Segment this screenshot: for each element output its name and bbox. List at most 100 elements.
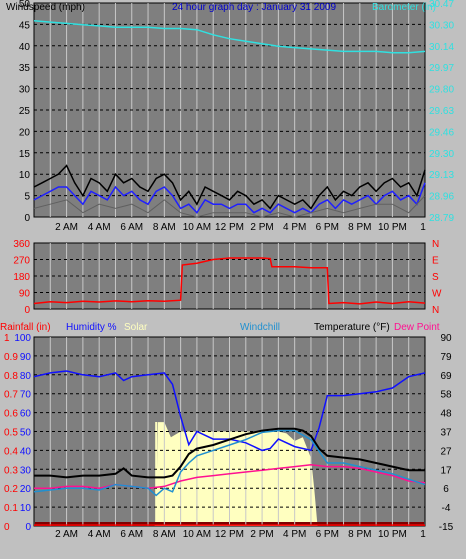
time-tick-label: 8 AM bbox=[153, 222, 176, 233]
time-tick-label: 6 PM bbox=[316, 222, 339, 233]
temperature-tick: 17 bbox=[440, 465, 452, 476]
direction-degree-ticks: 0 90 180 270 360 bbox=[13, 239, 30, 316]
humidity-tick: 80 bbox=[20, 371, 32, 382]
barometer-tick: 29.80 bbox=[429, 85, 454, 96]
windspeed-tick: 40 bbox=[19, 42, 31, 53]
wind_lull-line bbox=[33, 195, 426, 218]
time-tick-label: 2 AM bbox=[55, 222, 78, 233]
direction-degree-tick: 270 bbox=[13, 256, 30, 267]
temperature-axis-ticks: -15 -4 6 17 27 37 48 58 69 79 90 bbox=[439, 333, 454, 533]
solar-label: Solar bbox=[124, 322, 148, 333]
time-tick-label: 12 PM bbox=[215, 222, 244, 233]
temperature-tick: 69 bbox=[440, 371, 452, 382]
dewpoint-line bbox=[34, 464, 426, 489]
barometer-axis-label: Barometer (in) bbox=[372, 2, 436, 13]
rainfall-axis-ticks: 0 0.1 0.2 0.3 0.4 0.5 0.6 0.7 0.8 0.9 1 bbox=[4, 333, 18, 533]
humidity-tick: 40 bbox=[20, 446, 32, 457]
barometer-tick: 29.13 bbox=[429, 170, 454, 181]
wind_avg-line bbox=[33, 182, 426, 214]
windspeed-tick: 30 bbox=[19, 85, 31, 96]
time-tick-label: 4 AM bbox=[88, 529, 111, 540]
barometer-tick: 30.30 bbox=[429, 20, 454, 31]
time-tick-label: 8 PM bbox=[348, 222, 371, 233]
humidity-line bbox=[33, 370, 426, 452]
humidity-tick: 50 bbox=[20, 428, 32, 439]
rainfall-tick: 0.8 bbox=[4, 371, 18, 382]
humidity-label: Humidity % bbox=[66, 322, 117, 333]
panel-wind-horizontal-grid bbox=[34, 23, 425, 197]
rainfall-tick: 0 bbox=[4, 522, 10, 533]
humidity-tick: 90 bbox=[20, 352, 32, 363]
windspeed-tick: 10 bbox=[19, 170, 31, 181]
time-tick-label: 2 PM bbox=[250, 222, 273, 233]
temperature-label: Temperature (°F) bbox=[314, 322, 390, 333]
time-tick-label: 10 AM bbox=[183, 222, 211, 233]
time-tick-label: 1 bbox=[420, 529, 426, 540]
temperature-tick: 48 bbox=[440, 409, 452, 420]
time-tick-label: 10 AM bbox=[183, 529, 211, 540]
wind-direction-line bbox=[33, 257, 426, 305]
temperature-tick: 27 bbox=[440, 446, 452, 457]
barometer-tick: 29.30 bbox=[429, 149, 454, 160]
windspeed-tick: 5 bbox=[24, 192, 30, 203]
windspeed-tick: 20 bbox=[19, 127, 31, 138]
time-tick-label: 6 AM bbox=[120, 222, 143, 233]
time-tick-label: 8 AM bbox=[153, 529, 176, 540]
compass-label: W bbox=[432, 289, 442, 300]
windchill-line bbox=[33, 429, 426, 497]
barometer-tick: 28.96 bbox=[429, 192, 454, 203]
direction-degree-tick: 180 bbox=[13, 272, 30, 283]
humidity-axis-ticks: 0 10 20 30 40 50 60 70 80 90 100 bbox=[14, 333, 31, 533]
windspeed-axis-ticks: 0 5 10 15 20 25 30 35 40 45 50 bbox=[19, 0, 31, 224]
compass-label: E bbox=[432, 256, 439, 267]
wind_gust-line bbox=[33, 164, 426, 210]
rainfall-label: Rainfall (in) bbox=[0, 322, 51, 333]
temperature-tick: -15 bbox=[439, 522, 454, 533]
barometer-tick: 29.97 bbox=[429, 63, 454, 74]
time-tick-label: 12 PM bbox=[215, 529, 244, 540]
humidity-tick: 10 bbox=[20, 503, 32, 514]
humidity-tick: 20 bbox=[20, 484, 32, 495]
time-tick-label: 1 bbox=[420, 222, 426, 233]
time-tick-label: 6 AM bbox=[120, 529, 143, 540]
temperature-tick: 90 bbox=[440, 333, 452, 344]
time-tick-label: 8 PM bbox=[348, 529, 371, 540]
rainfall-tick: 0.9 bbox=[4, 352, 18, 363]
windspeed-tick: 45 bbox=[19, 20, 31, 31]
barometer-tick: 29.46 bbox=[429, 127, 454, 138]
humidity-tick: 30 bbox=[20, 465, 32, 476]
direction-degree-tick: 90 bbox=[19, 289, 31, 300]
time-tick-label: 10 PM bbox=[378, 529, 407, 540]
time-tick-label: 2 PM bbox=[250, 529, 273, 540]
time-tick-label: 4 AM bbox=[88, 222, 111, 233]
windspeed-axis-label: Windspeed (mph) bbox=[6, 2, 85, 13]
panel-weather-time-axis: 2 AM 4 AM 6 AM 8 AM 10 AM 12 PM 2 PM 4 PM 6 PM 8 … bbox=[55, 529, 426, 540]
rainfall-tick: 0.3 bbox=[4, 465, 18, 476]
windspeed-tick: 25 bbox=[19, 106, 31, 117]
panel-wind-series bbox=[33, 20, 426, 218]
rainfall-tick: 0.2 bbox=[4, 484, 18, 495]
temperature-tick: 37 bbox=[440, 428, 452, 439]
time-tick-label: 10 PM bbox=[378, 222, 407, 233]
rainfall-tick: 0.1 bbox=[4, 503, 18, 514]
panel-direction-series bbox=[33, 257, 426, 305]
rainfall-tick: 0.6 bbox=[4, 409, 18, 420]
humidity-tick: 0 bbox=[25, 522, 31, 533]
temperature-tick: -4 bbox=[442, 503, 451, 514]
panel-wind-barometer: 0 5 10 15 20 25 30 35 40 45 50 28.79 28.96 29.13 29.3… bbox=[6, 0, 454, 233]
temperature-tick: 6 bbox=[443, 484, 449, 495]
time-tick-label: 6 PM bbox=[316, 529, 339, 540]
panel-weather-series bbox=[33, 370, 426, 526]
time-tick-label: 4 PM bbox=[283, 529, 306, 540]
barometer-axis-ticks: 28.79 28.96 29.13 29.30 29.46 29.63 29.80 29.97… bbox=[429, 0, 454, 224]
humidity-tick: 60 bbox=[20, 409, 32, 420]
windspeed-tick: 15 bbox=[19, 149, 31, 160]
time-tick-label: 4 PM bbox=[283, 222, 306, 233]
rainfall-tick: 1 bbox=[4, 333, 10, 344]
windspeed-tick: 50 bbox=[19, 0, 31, 10]
temperature-tick: 58 bbox=[440, 390, 452, 401]
barometer-tick: 30.47 bbox=[429, 0, 454, 10]
barometer-line bbox=[33, 20, 426, 54]
